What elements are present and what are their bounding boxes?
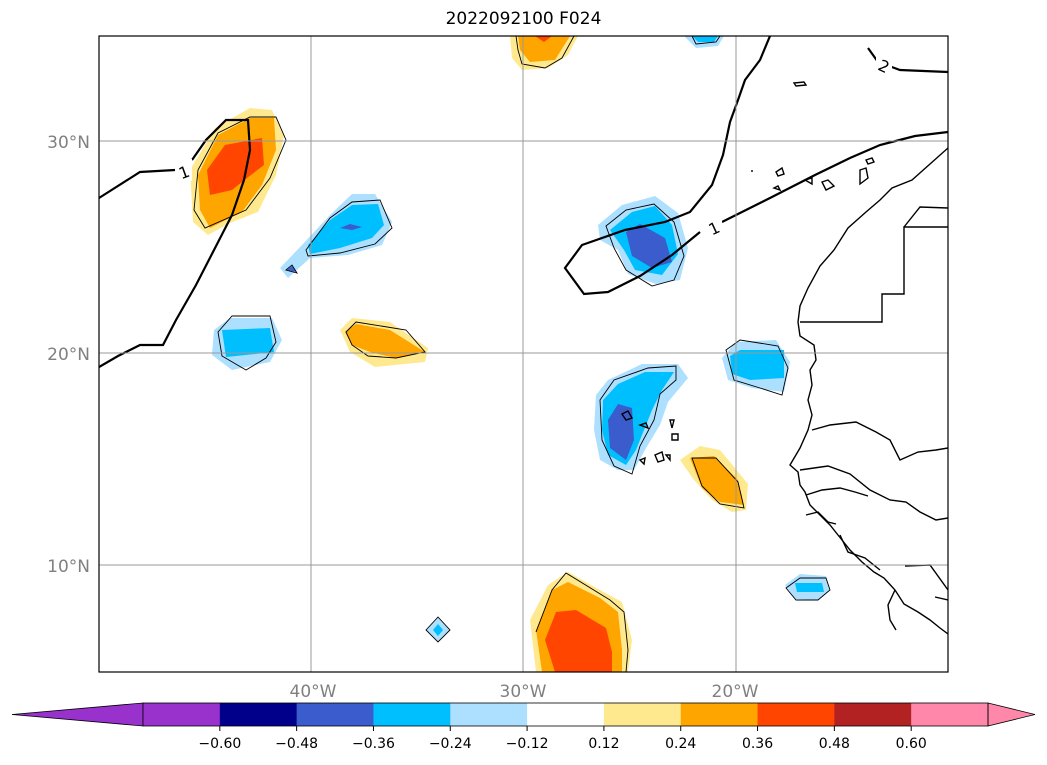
anomaly-blob-positive-center — [340, 318, 428, 367]
lat-label-10n: 10°N — [47, 557, 90, 577]
colorbar-tick-label: 0.60 — [896, 736, 927, 752]
map-content — [99, 36, 948, 672]
colorbar-segment — [373, 703, 451, 726]
colorbar-segment — [834, 703, 912, 726]
lat-label-30n: 30°N — [47, 133, 90, 153]
colorbar-tick-label: −0.24 — [429, 736, 472, 752]
colorbar-tick-label: −0.36 — [352, 736, 395, 752]
lon-label-40w: 40°W — [290, 682, 337, 702]
thin-contours — [193, 36, 831, 672]
gridlines — [99, 36, 948, 672]
anomaly-blob-negative-west — [280, 194, 392, 278]
colorbar-tick-label: 0.24 — [665, 736, 696, 752]
colorbar-frame — [142, 702, 989, 727]
colorbar-segment — [757, 703, 835, 726]
anomaly-blob-positive-south — [530, 572, 632, 672]
colorbar-segment — [680, 703, 759, 726]
map-title: 2022092100 F024 — [445, 9, 602, 29]
colorbar-segment — [296, 703, 374, 726]
colorbar-tick-label: 0.48 — [819, 736, 850, 752]
colorbar-over-extension — [987, 702, 1036, 727]
colorbar-segment — [527, 703, 605, 726]
colorbar-tick-label: 0.36 — [742, 736, 773, 752]
colorbar-segment — [911, 703, 989, 726]
lat-label-20n: 20°N — [47, 345, 90, 365]
colorbar-tick-label: −0.12 — [506, 736, 549, 752]
colorbar-tick-label: −0.60 — [198, 736, 241, 752]
colorbar: −0.60 −0.48 −0.36 −0.24 −0.12 0.12 0.24 0.36 0.4… — [11, 702, 1036, 752]
colorbar-under-extension — [11, 702, 144, 727]
colorbar-segment — [143, 703, 221, 726]
colorbar-tick-label: 0.12 — [588, 736, 619, 752]
map-frame — [98, 35, 949, 673]
colorbar-segment — [603, 703, 682, 726]
anomaly-blob-positive-east — [680, 446, 748, 512]
colorbar-segment — [450, 703, 528, 726]
lon-label-20w: 20°W — [712, 682, 759, 702]
lon-label-30w: 30°W — [500, 682, 547, 702]
coastline — [620, 81, 948, 635]
colorbar-segment — [219, 703, 298, 726]
anomaly-blob-positive-top — [510, 36, 578, 70]
colorbar-tick-label: −0.48 — [275, 736, 318, 752]
anomaly-blob-negative-west-2 — [212, 318, 282, 370]
